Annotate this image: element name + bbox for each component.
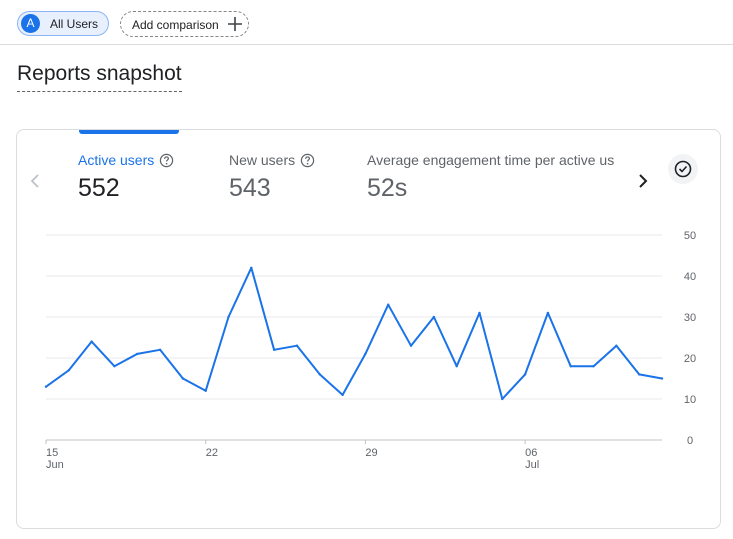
metric-label: Average engagement time per active us (367, 152, 615, 168)
y-tick-label: 20 (684, 353, 696, 365)
data-point (455, 365, 458, 368)
data-point (364, 352, 367, 356)
data-point (295, 344, 299, 347)
add-comparison-button[interactable]: Add comparison (120, 11, 249, 37)
help-icon[interactable] (159, 153, 174, 168)
data-point (637, 373, 641, 376)
page-title: Reports snapshot (17, 62, 182, 92)
data-point (478, 311, 481, 315)
data-point (615, 344, 618, 347)
data-point (523, 373, 527, 376)
y-tick-label: 0 (687, 435, 693, 447)
metrics-card: Active users 552 New users 543 Average e… (16, 129, 721, 529)
x-tick-label: 29 (365, 447, 377, 459)
active-users-series-line (45, 266, 663, 400)
data-point (136, 352, 139, 356)
chevron-left-icon[interactable] (28, 170, 42, 192)
metric-tab-avg-engagement[interactable]: Average engagement time per active us 52… (367, 152, 627, 203)
y-tick-label: 30 (684, 312, 696, 324)
metric-label: Active users (78, 152, 174, 168)
data-point (272, 348, 276, 351)
data-point (227, 315, 230, 319)
metric-value: 552 (78, 174, 120, 202)
add-comparison-label: Add comparison (132, 18, 219, 32)
data-point (660, 377, 664, 380)
data-point (546, 311, 550, 315)
x-tick-sublabel: Jun (46, 459, 64, 471)
data-point (181, 377, 185, 380)
x-tick-label: 15 (46, 447, 58, 459)
data-point (204, 389, 207, 392)
x-tick-label: 22 (206, 447, 218, 459)
y-tick-label: 50 (684, 230, 696, 242)
segment-avatar: A (21, 14, 40, 33)
x-tick-sublabel: Jul (525, 459, 539, 471)
chevron-right-icon[interactable] (635, 170, 651, 192)
data-point (341, 393, 344, 397)
check-button[interactable] (668, 154, 698, 184)
data-point (90, 340, 93, 343)
data-point (432, 315, 436, 319)
metric-tab-active-users[interactable]: Active users 552 (78, 152, 174, 203)
check-circle-icon (674, 160, 692, 178)
data-point (250, 266, 253, 269)
metric-value: 52s (367, 174, 408, 202)
comparison-bar: A All Users Add comparison (0, 0, 733, 45)
data-point (501, 397, 504, 401)
data-point (44, 385, 48, 388)
data-point (113, 365, 116, 368)
x-tick-label: 06 (525, 447, 537, 459)
y-tick-label: 10 (684, 394, 696, 406)
data-point (409, 344, 413, 347)
metric-label: New users (229, 152, 315, 168)
active-tab-indicator (79, 130, 179, 134)
data-point (592, 365, 595, 368)
data-point (569, 365, 572, 368)
y-tick-label: 40 (684, 271, 696, 283)
plus-icon (228, 17, 242, 31)
data-point (67, 369, 71, 372)
all-users-chip[interactable]: A All Users (17, 11, 109, 36)
help-icon[interactable] (300, 153, 315, 168)
segment-label: All Users (50, 17, 99, 31)
metric-tab-new-users[interactable]: New users 543 (229, 152, 315, 203)
data-point (387, 303, 390, 306)
data-point (318, 373, 321, 376)
metric-value: 543 (229, 174, 271, 202)
data-point (158, 348, 162, 351)
